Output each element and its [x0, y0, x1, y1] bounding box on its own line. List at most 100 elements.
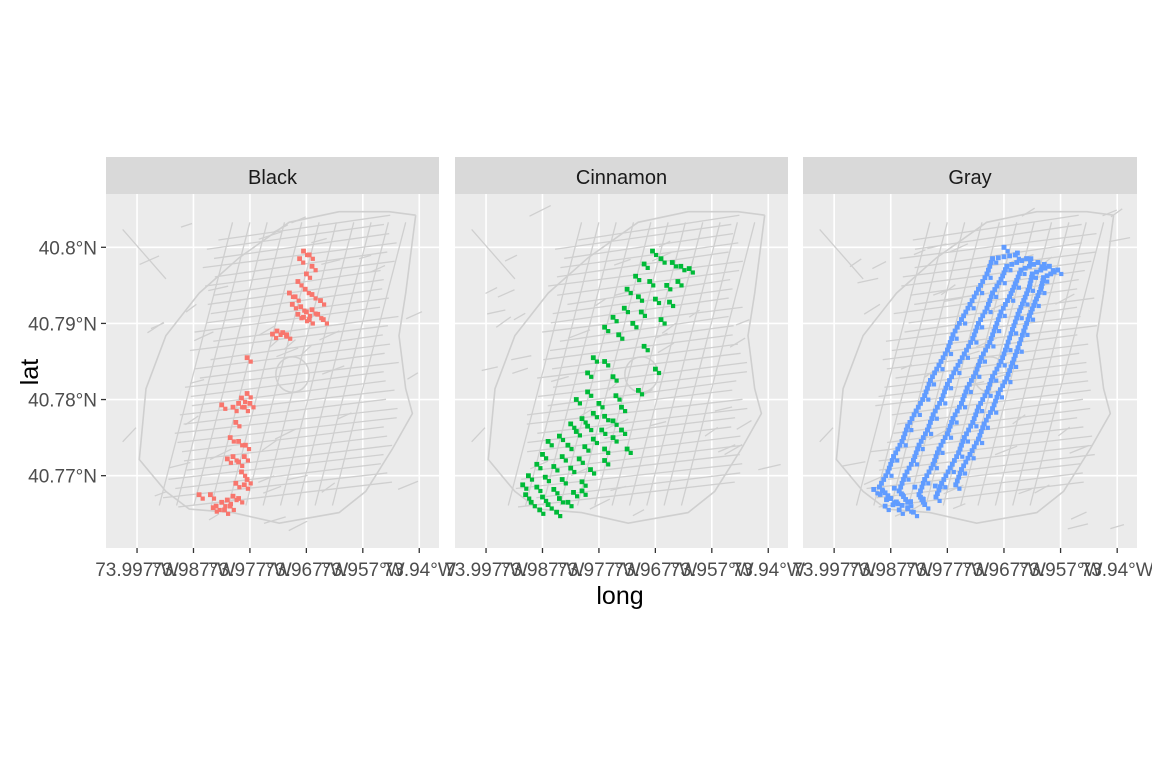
- facet-strip: [106, 157, 439, 194]
- data-point: [899, 439, 905, 444]
- data-point: [295, 279, 301, 284]
- data-point: [682, 268, 687, 273]
- data-point: [1031, 262, 1037, 267]
- data-point: [1022, 294, 1028, 300]
- data-point: [230, 493, 236, 499]
- data-point: [939, 397, 945, 402]
- data-point: [984, 389, 990, 395]
- data-point: [920, 447, 925, 452]
- data-point: [1041, 262, 1047, 267]
- data-point: [906, 465, 912, 471]
- data-point: [877, 492, 883, 497]
- data-point: [654, 252, 659, 258]
- data-point: [987, 263, 993, 269]
- data-point: [571, 490, 576, 495]
- data-point: [1001, 244, 1007, 250]
- data-point: [223, 406, 228, 411]
- data-point: [1027, 281, 1033, 286]
- data-point: [890, 502, 896, 508]
- data-point: [559, 454, 565, 459]
- data-point: [628, 450, 633, 455]
- data-point: [628, 291, 633, 296]
- data-point: [998, 359, 1004, 364]
- data-point: [940, 367, 945, 372]
- data-point: [1012, 353, 1018, 358]
- data-point: [990, 290, 995, 296]
- data-point: [301, 260, 306, 265]
- data-point: [953, 482, 959, 488]
- data-point: [916, 442, 922, 448]
- data-point: [947, 465, 953, 471]
- data-point: [983, 417, 989, 423]
- data-point: [1005, 298, 1010, 303]
- data-point: [1015, 274, 1021, 280]
- data-point: [577, 401, 582, 406]
- data-point: [274, 328, 280, 334]
- data-point: [995, 391, 1001, 396]
- data-point: [971, 294, 977, 300]
- data-point: [968, 389, 973, 395]
- data-point: [963, 459, 969, 465]
- data-point: [996, 280, 1002, 286]
- facet-panel-black: Black73.997°W73.987°W73.977°W73.967°W73.…: [95, 157, 456, 581]
- data-point: [1002, 363, 1007, 368]
- data-point: [650, 248, 655, 254]
- data-point: [929, 416, 935, 421]
- data-point: [909, 509, 914, 514]
- data-point: [990, 256, 995, 262]
- data-point: [592, 471, 597, 476]
- data-point: [974, 424, 979, 429]
- data-point: [929, 431, 934, 436]
- x-tick-label: 73.977°W: [557, 560, 641, 581]
- data-point: [1038, 267, 1044, 273]
- data-point: [889, 458, 895, 463]
- data-point: [297, 256, 302, 262]
- data-point: [957, 359, 963, 364]
- data-point: [653, 366, 658, 372]
- data-point: [295, 311, 301, 317]
- data-point: [971, 332, 977, 338]
- data-point: [976, 404, 981, 410]
- data-point: [208, 492, 213, 498]
- data-point: [875, 491, 880, 496]
- data-point: [899, 480, 905, 486]
- data-point: [679, 283, 684, 288]
- data-point: [658, 317, 664, 322]
- data-point: [678, 263, 684, 269]
- x-tick-label: 73.957°W: [1019, 560, 1103, 581]
- data-point: [1000, 355, 1005, 361]
- data-point: [656, 370, 662, 376]
- data-point: [306, 252, 312, 258]
- data-point: [1027, 313, 1032, 319]
- data-point: [551, 487, 557, 492]
- data-point: [623, 431, 628, 436]
- data-point: [936, 487, 942, 493]
- x-tick-label: 73.94°W: [383, 560, 456, 581]
- data-point: [928, 378, 933, 383]
- data-point: [582, 444, 588, 450]
- data-point: [946, 427, 952, 433]
- data-point: [908, 499, 913, 504]
- data-point: [922, 477, 928, 482]
- data-point: [529, 477, 535, 482]
- data-point: [1010, 360, 1015, 366]
- data-point: [974, 290, 979, 296]
- data-point: [1042, 265, 1048, 271]
- data-point: [600, 405, 605, 410]
- facet-strip: [803, 157, 1137, 194]
- data-point: [963, 309, 969, 315]
- data-point: [589, 393, 594, 398]
- data-point: [1001, 254, 1007, 260]
- data-point: [1024, 256, 1029, 262]
- data-point: [1016, 256, 1021, 261]
- data-point: [614, 378, 619, 383]
- data-point: [966, 343, 971, 349]
- data-point: [569, 447, 574, 452]
- data-point: [998, 276, 1004, 282]
- data-point: [233, 480, 239, 486]
- data-point: [318, 298, 323, 303]
- data-point: [943, 401, 948, 406]
- data-point: [1018, 337, 1024, 342]
- data-point: [976, 436, 981, 442]
- data-point: [1014, 278, 1020, 283]
